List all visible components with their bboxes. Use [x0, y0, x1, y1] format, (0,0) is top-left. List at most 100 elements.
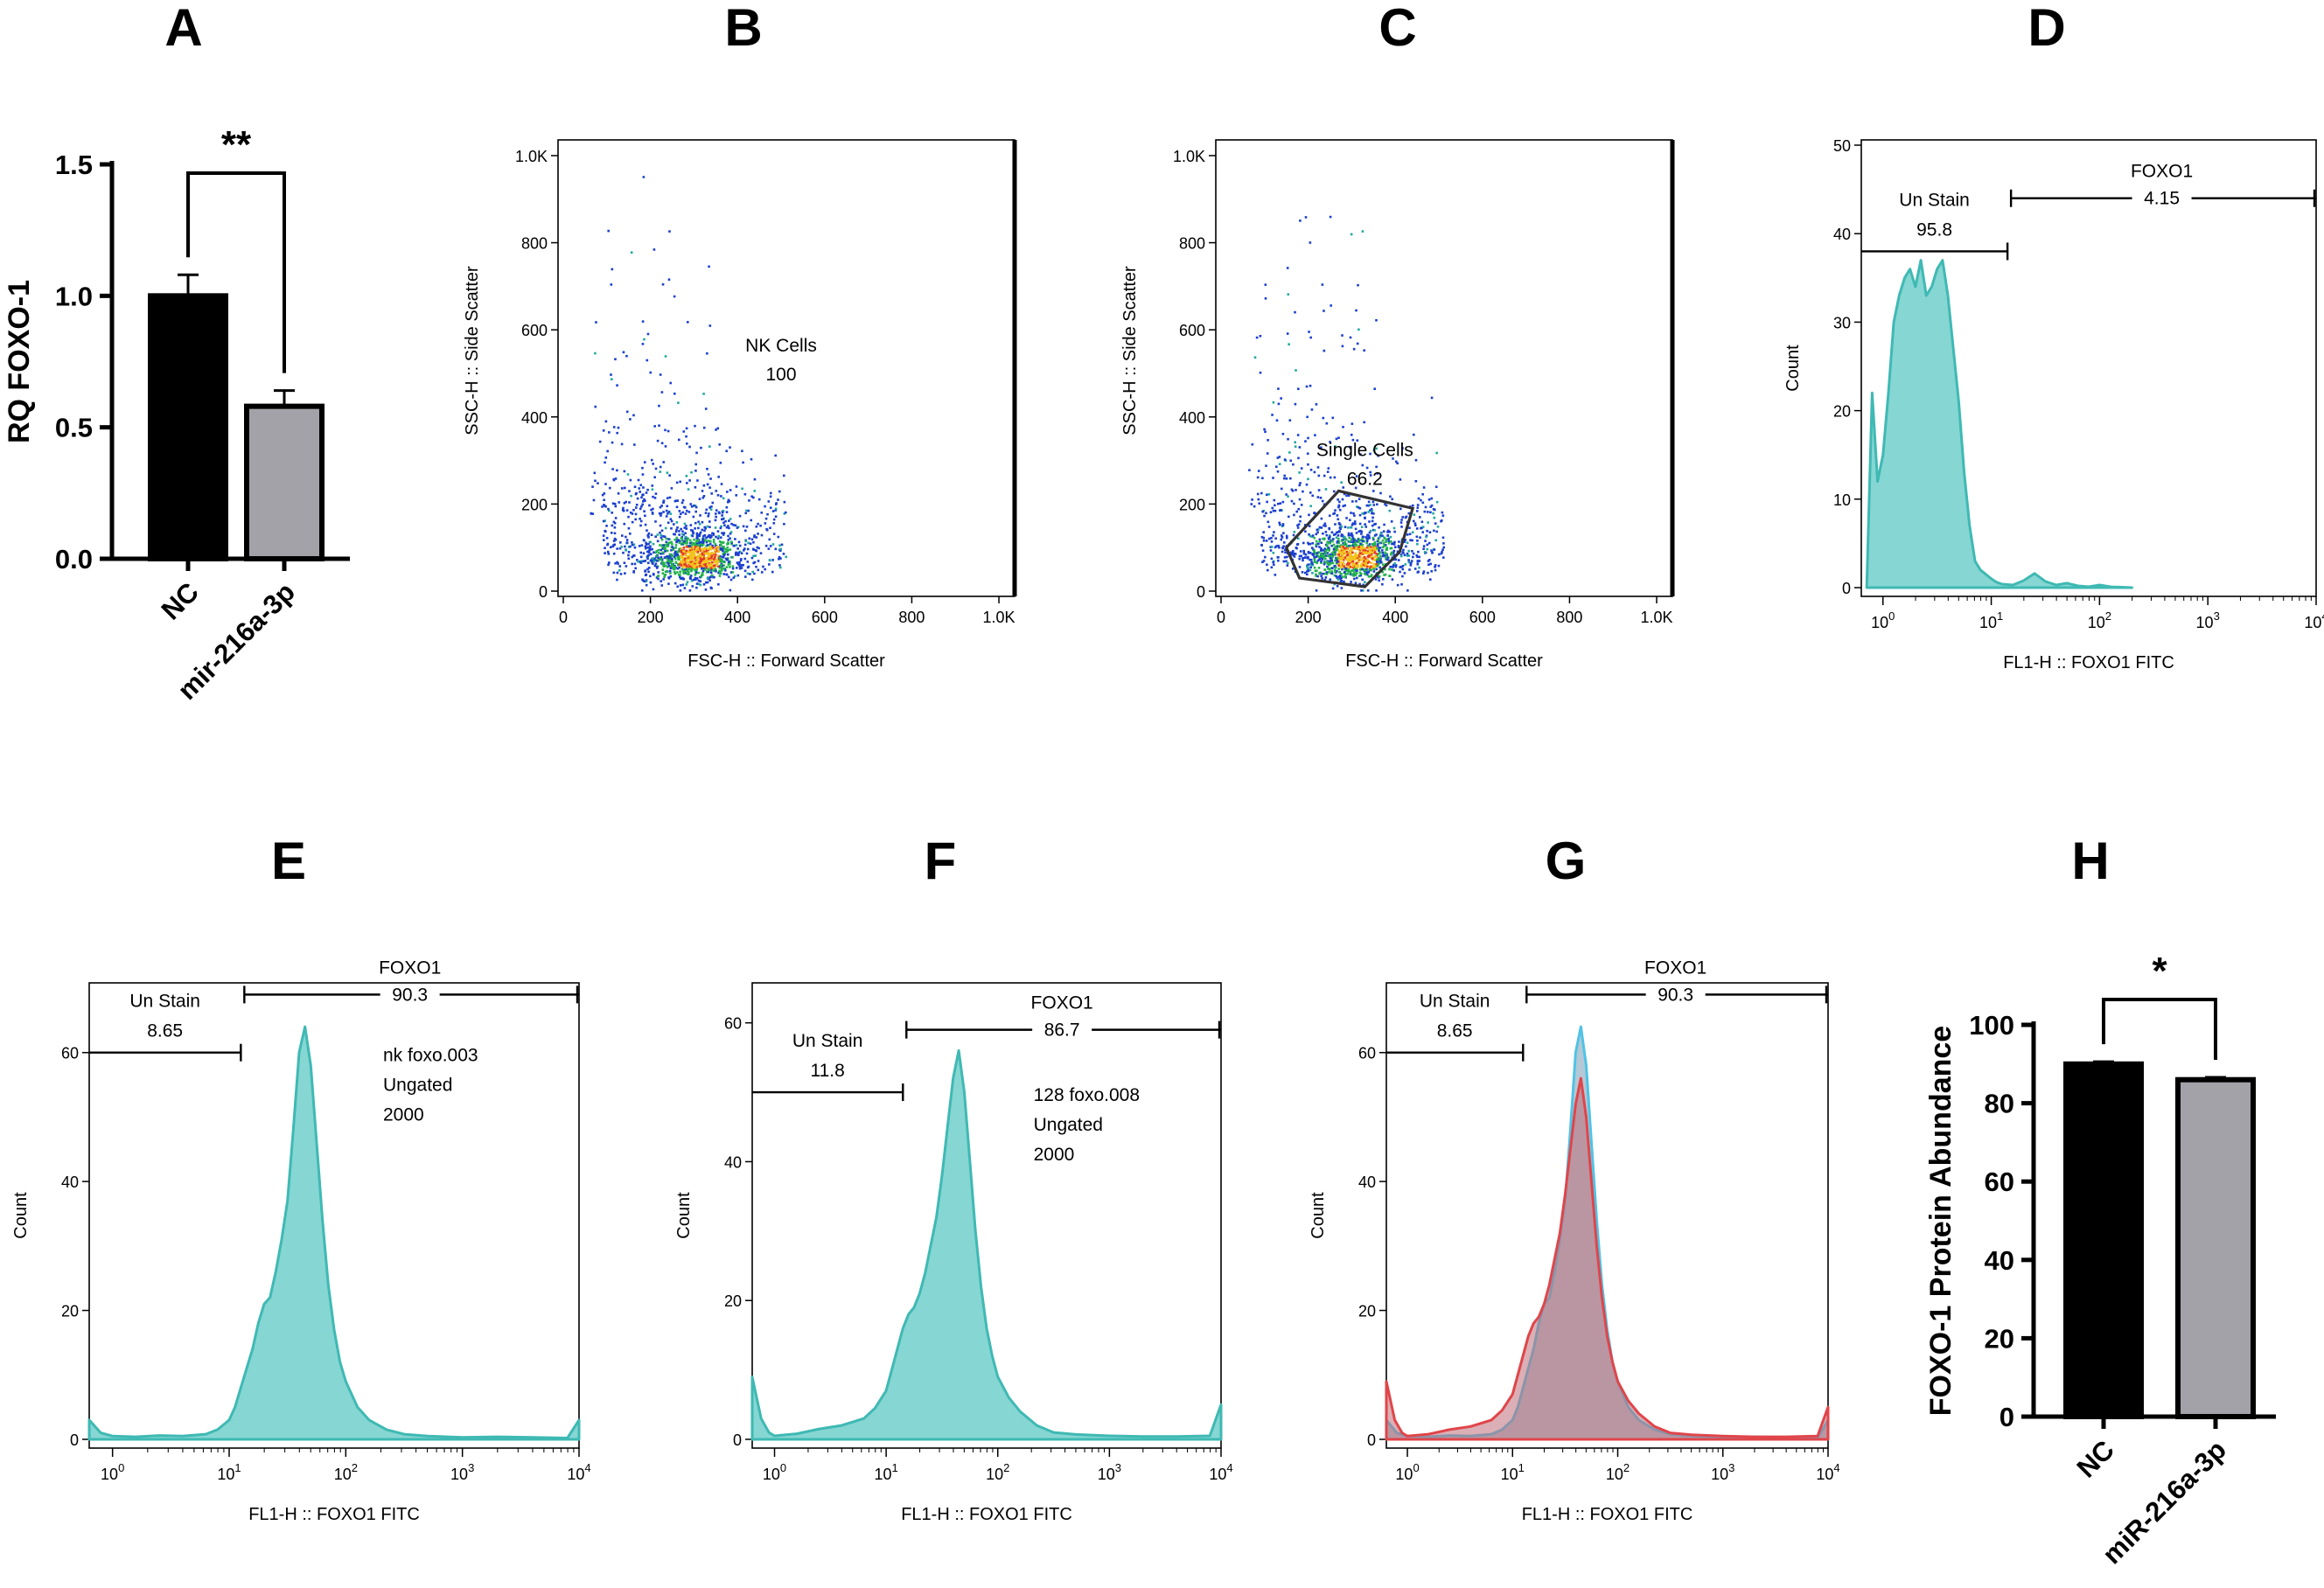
event-dot — [1261, 477, 1264, 480]
event-dot — [1316, 496, 1320, 498]
event-dot — [1299, 515, 1302, 519]
event-dot — [680, 547, 682, 550]
event-dot — [669, 572, 672, 575]
event-dot — [649, 548, 652, 551]
event-dot — [1399, 554, 1403, 558]
event-dot — [1387, 537, 1391, 540]
event-dot — [667, 278, 671, 282]
event-dot — [1350, 550, 1353, 553]
event-dot — [1276, 556, 1280, 559]
event-dot — [1343, 543, 1346, 546]
event-dot — [653, 557, 656, 561]
event-dot — [1293, 513, 1295, 517]
event-dot — [1337, 575, 1341, 578]
event-dot — [645, 580, 647, 583]
event-dot — [682, 561, 686, 564]
event-dot — [721, 555, 724, 559]
event-dot — [1401, 551, 1404, 554]
event-dot — [736, 561, 739, 564]
event-dot — [1369, 556, 1372, 559]
event-dot — [714, 568, 717, 571]
single-cells-gate — [1284, 489, 1415, 589]
event-dot — [640, 544, 644, 547]
event-dot — [1340, 549, 1343, 553]
event-dot — [1367, 511, 1371, 513]
event-dot — [1304, 556, 1307, 559]
event-dot — [778, 566, 782, 569]
event-dot — [639, 517, 641, 520]
event-dot — [660, 560, 664, 562]
event-dot — [688, 562, 692, 566]
event-dot — [714, 543, 717, 546]
event-dot — [1342, 542, 1344, 545]
event-dot — [1413, 568, 1417, 570]
event-dot — [719, 547, 722, 550]
event-dot — [1277, 402, 1281, 406]
event-dot — [706, 467, 708, 470]
event-dot — [1307, 477, 1309, 481]
event-dot — [680, 558, 684, 561]
event-dot — [1263, 514, 1266, 518]
event-dot — [1396, 550, 1399, 554]
event-dot — [676, 554, 680, 556]
sample-note: Ungated — [383, 1076, 452, 1096]
event-dot — [675, 551, 678, 554]
foxo1-gate-value: 90.3 — [392, 985, 428, 1005]
y-axis-label: FOXO-1 Protein Abundance — [1924, 1026, 1958, 1416]
event-dot — [634, 492, 638, 496]
event-dot — [1285, 493, 1288, 496]
event-dot — [680, 533, 684, 536]
event-dot — [1381, 582, 1384, 586]
event-dot — [1328, 541, 1331, 545]
event-dot — [1394, 565, 1398, 568]
event-dot — [604, 461, 606, 464]
event-dot — [1361, 535, 1364, 539]
event-dot — [1316, 575, 1319, 578]
event-dot — [620, 487, 624, 490]
event-dot — [651, 488, 654, 491]
event-dot — [633, 546, 637, 549]
event-dot — [1383, 523, 1385, 526]
bar-nc — [2063, 1061, 2144, 1420]
event-dot — [1329, 539, 1333, 542]
histogram-series-0 — [750, 1048, 1223, 1441]
event-dot — [1407, 554, 1411, 557]
event-dot — [653, 248, 656, 251]
event-dot — [1355, 475, 1358, 477]
event-dot — [643, 498, 646, 501]
significance-marker: * — [2152, 950, 2167, 992]
event-dot — [1294, 445, 1297, 449]
event-dot — [703, 550, 706, 554]
event-dot — [1321, 283, 1324, 286]
event-dot — [1277, 559, 1280, 562]
event-dot — [1272, 509, 1275, 512]
event-dot — [1371, 552, 1374, 555]
event-dot — [694, 573, 697, 576]
event-dot — [1437, 564, 1441, 568]
y-tick-label: 60 — [1358, 1045, 1376, 1062]
event-dot — [1334, 551, 1336, 554]
event-dot — [603, 505, 606, 507]
event-dot — [722, 518, 725, 520]
event-dot — [1381, 549, 1384, 552]
event-dot — [748, 537, 751, 540]
event-dot — [1291, 568, 1295, 570]
event-dot — [611, 502, 615, 505]
event-dot — [1343, 567, 1346, 569]
event-dot — [1281, 550, 1284, 554]
event-dot — [644, 569, 647, 572]
event-dot — [690, 548, 694, 552]
event-dot — [704, 407, 708, 410]
x-tick-label: 100 — [1871, 609, 1895, 631]
event-dot — [632, 554, 636, 557]
event-dot — [1274, 574, 1277, 576]
event-dot — [1364, 516, 1366, 519]
event-dot — [1357, 498, 1361, 501]
event-dot — [750, 538, 754, 541]
event-dot — [1315, 403, 1318, 406]
event-dot — [1366, 589, 1370, 592]
y-tick-label: 40 — [1985, 1245, 2014, 1276]
event-dot — [1340, 533, 1343, 537]
event-dot — [658, 404, 660, 407]
